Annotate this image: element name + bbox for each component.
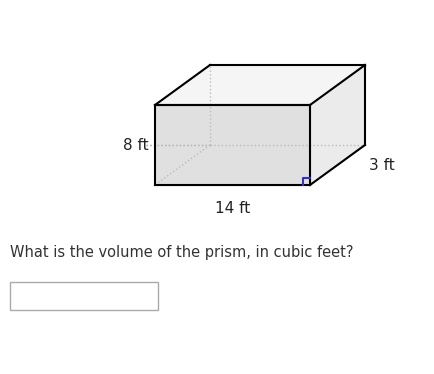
Polygon shape bbox=[310, 65, 365, 185]
Polygon shape bbox=[155, 105, 310, 185]
Text: What is the volume of the prism, in cubic feet?: What is the volume of the prism, in cubi… bbox=[10, 245, 354, 260]
Text: 14 ft: 14 ft bbox=[215, 201, 250, 216]
FancyBboxPatch shape bbox=[10, 282, 158, 310]
Polygon shape bbox=[155, 65, 365, 105]
Text: 8 ft: 8 ft bbox=[123, 138, 149, 153]
Text: 3 ft: 3 ft bbox=[369, 157, 395, 172]
